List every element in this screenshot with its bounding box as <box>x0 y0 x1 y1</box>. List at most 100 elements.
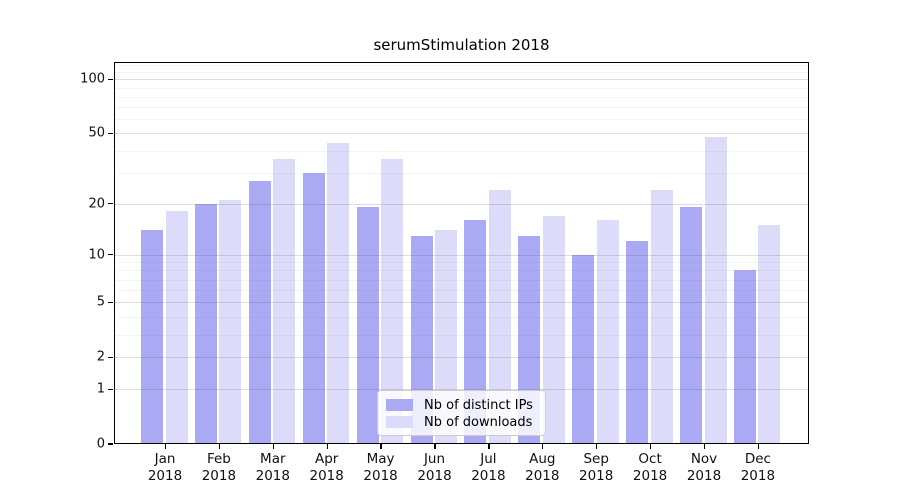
x-tick-month: Feb <box>206 451 231 467</box>
x-tick-year: 2018 <box>471 468 506 484</box>
legend-swatch <box>386 399 413 411</box>
x-tick-month: Mar <box>260 451 286 467</box>
y-tick-label: 50 <box>88 125 105 141</box>
x-tick-month: Nov <box>690 451 718 467</box>
legend-entry: Nb of distinct IPs <box>386 397 545 413</box>
y-tick-mark <box>108 132 113 135</box>
x-tick-month: Jun <box>423 451 446 467</box>
bar <box>758 225 781 443</box>
grid-line-minor <box>114 87 809 89</box>
x-tick-year: 2018 <box>417 468 452 484</box>
bar <box>356 207 379 443</box>
grid-line-minor <box>114 119 809 121</box>
bar <box>626 241 649 443</box>
bar <box>542 215 565 443</box>
x-tick-label: Aug 2018 <box>507 451 577 485</box>
y-tick-mark <box>108 301 113 304</box>
grid-line-major <box>114 133 809 135</box>
y-tick-label: 20 <box>88 196 105 212</box>
x-tick-year: 2018 <box>525 468 560 484</box>
legend-swatch <box>386 416 413 428</box>
bar <box>194 203 217 443</box>
y-tick-mark <box>108 356 113 358</box>
x-tick-label: Jun 2018 <box>400 451 470 485</box>
y-tick-label: 100 <box>80 71 105 87</box>
x-tick-year: 2018 <box>255 468 290 484</box>
grid-line-minor <box>114 96 809 98</box>
bar <box>219 199 242 443</box>
x-tick-year: 2018 <box>686 468 722 484</box>
bar <box>435 230 457 443</box>
x-tick-label: Nov 2018 <box>669 451 739 485</box>
bar <box>596 220 619 443</box>
grid-line-minor <box>114 72 809 73</box>
bar <box>165 211 188 443</box>
bar <box>381 158 404 443</box>
x-tick-mark <box>488 444 490 449</box>
bar <box>650 189 673 443</box>
x-tick-month: Aug <box>529 451 556 467</box>
y-tick-label: 10 <box>88 247 105 263</box>
y-tick-label: 5 <box>96 294 105 310</box>
x-tick-label: Apr 2018 <box>292 451 362 485</box>
bar <box>141 230 163 443</box>
bar <box>572 254 595 443</box>
bar <box>248 180 271 443</box>
x-tick-label: Jul 2018 <box>453 451 523 485</box>
x-tick-label: Dec 2018 <box>723 451 793 485</box>
x-tick-year: 2018 <box>147 468 183 484</box>
legend-entry: Nb of downloads <box>386 414 545 430</box>
grid-line-minor <box>114 65 809 67</box>
x-tick-mark <box>649 444 652 449</box>
x-tick-label: May 2018 <box>346 451 416 485</box>
x-tick-mark <box>218 444 221 449</box>
x-tick-label: Feb 2018 <box>184 451 254 485</box>
bar <box>680 207 702 443</box>
x-tick-year: 2018 <box>363 468 398 484</box>
x-tick-year: 2018 <box>579 468 614 484</box>
x-tick-year: 2018 <box>632 468 668 484</box>
x-tick-month: Oct <box>638 451 662 467</box>
y-tick-label: 1 <box>96 381 105 397</box>
x-tick-month: Sep <box>583 451 609 467</box>
bar <box>733 270 756 443</box>
bar <box>464 220 487 443</box>
x-tick-mark <box>164 444 167 449</box>
bar <box>327 143 350 443</box>
x-tick-year: 2018 <box>309 468 344 484</box>
x-tick-month: May <box>366 451 395 467</box>
y-tick-mark <box>108 253 113 256</box>
bar <box>704 136 727 443</box>
x-tick-mark <box>757 444 760 449</box>
y-tick-mark <box>108 78 113 81</box>
x-tick-label: Oct 2018 <box>615 451 685 485</box>
x-tick-mark <box>542 444 544 449</box>
x-tick-mark <box>380 444 382 449</box>
x-tick-label: Sep 2018 <box>561 451 631 485</box>
x-tick-month: Dec <box>744 451 771 467</box>
legend: Nb of distinct IPs Nb of downloads <box>377 390 546 436</box>
x-tick-mark <box>272 444 274 449</box>
x-tick-mark <box>596 444 598 449</box>
x-tick-month: Jul <box>480 451 497 467</box>
x-tick-year: 2018 <box>201 468 237 484</box>
bar <box>302 172 325 443</box>
legend-label: Nb of distinct IPs <box>424 397 533 413</box>
x-tick-month: Apr <box>315 451 339 467</box>
x-tick-year: 2018 <box>740 468 776 484</box>
x-tick-mark <box>326 444 328 449</box>
grid-line-minor <box>114 107 809 109</box>
legend-label: Nb of downloads <box>424 414 533 430</box>
y-tick-label: 0 <box>96 436 105 452</box>
y-tick-mark <box>108 202 113 205</box>
chart-title: serumStimulation 2018 <box>373 36 550 54</box>
y-tick-mark <box>108 388 113 390</box>
bar <box>488 189 511 443</box>
y-tick-label: 2 <box>96 349 105 365</box>
grid-line-major <box>114 79 809 81</box>
y-tick-mark <box>108 443 113 445</box>
x-tick-mark <box>434 444 436 449</box>
x-tick-month: Jan <box>154 451 176 467</box>
x-tick-label: Mar 2018 <box>238 451 308 485</box>
